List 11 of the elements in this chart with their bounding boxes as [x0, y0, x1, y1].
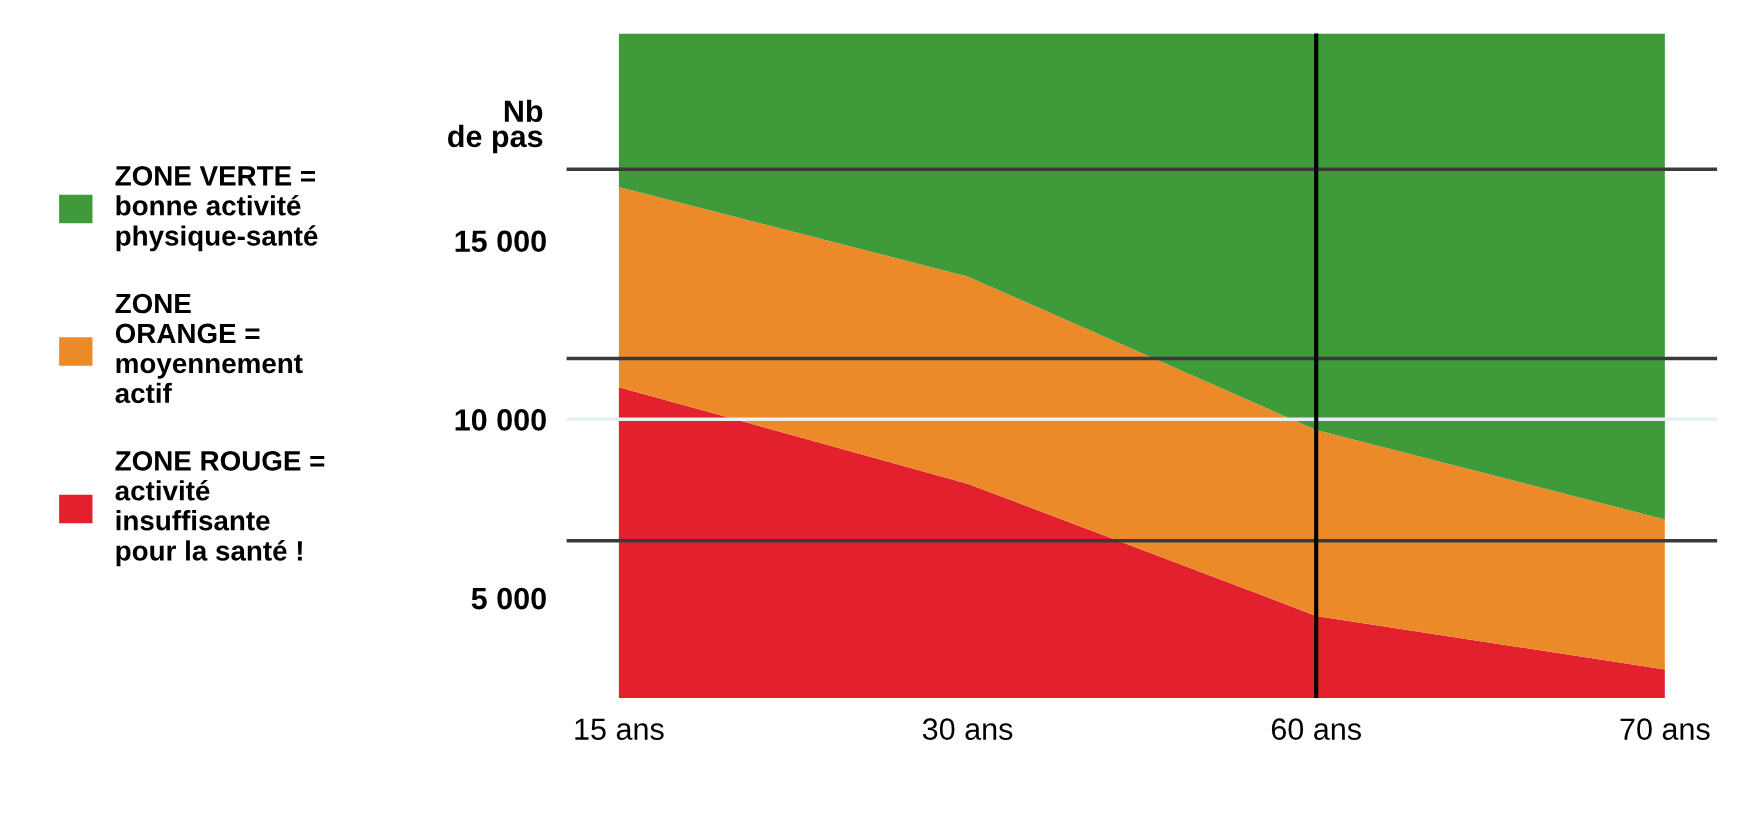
- y-axis-title: Nb de pas: [448, 99, 543, 154]
- legend-label: ZONE VERTE = bonne activité physique-santé: [115, 166, 318, 252]
- y-tick-label: 10 000: [455, 409, 546, 431]
- x-tick-label: 60 ans: [1271, 718, 1361, 740]
- y-tick-label: 5 000: [471, 587, 546, 610]
- legend-label: ZONE ORANGE = moyennement actif: [115, 293, 303, 404]
- y-tick-label: 15 000: [455, 230, 546, 253]
- x-tick-label: 15 ans: [575, 718, 664, 740]
- legend-label: ZONE ROUGE = activité insuffisante pour la santé !: [115, 451, 325, 567]
- x-tick-label: 30 ans: [922, 718, 1013, 740]
- x-tick-label: 70 ans: [1620, 718, 1710, 740]
